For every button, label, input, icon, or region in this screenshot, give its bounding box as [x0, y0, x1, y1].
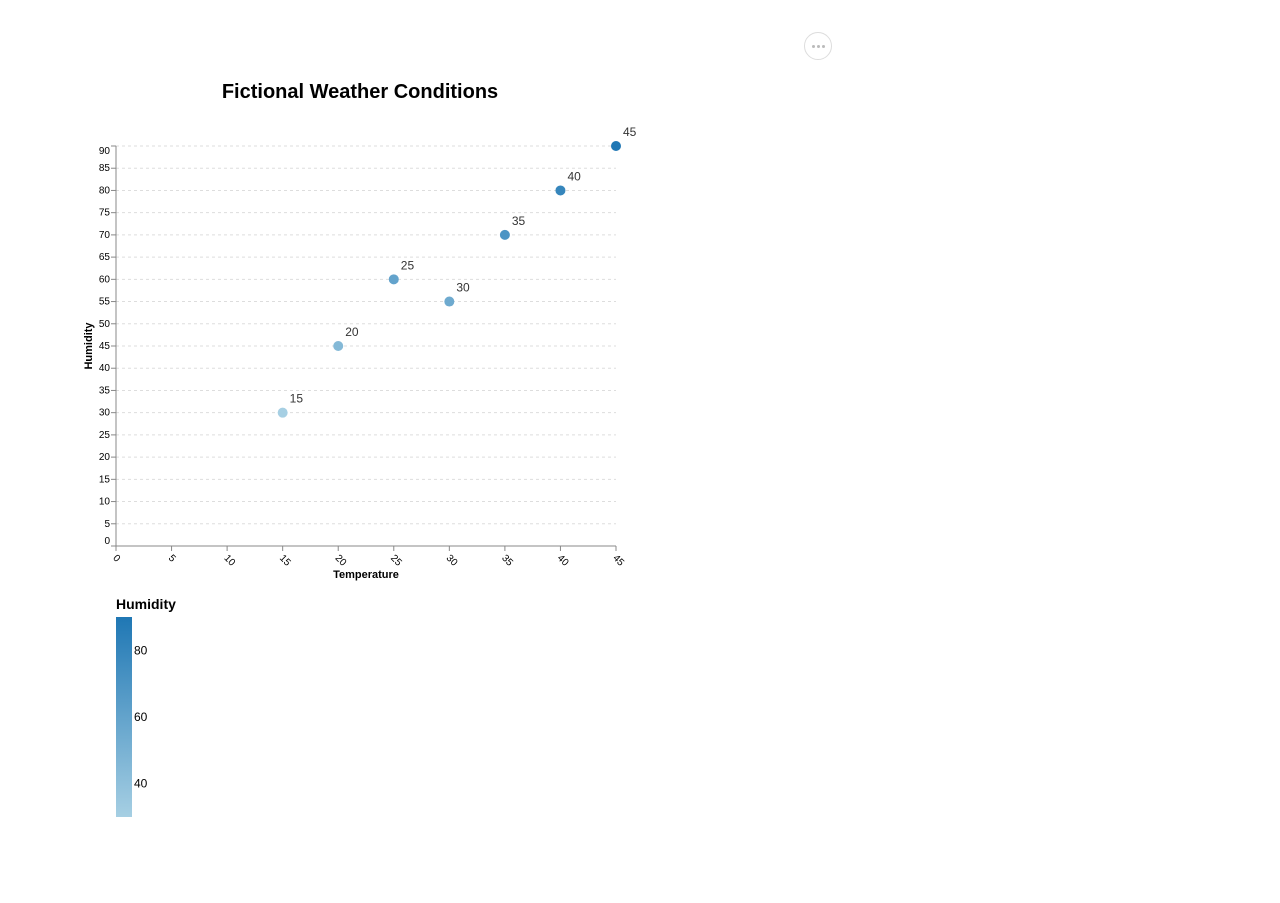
y-tick-label: 15 [99, 474, 111, 485]
x-tick-label: 40 [555, 553, 571, 569]
y-tick-label: 20 [99, 452, 111, 463]
y-tick-label: 10 [99, 497, 111, 508]
data-point [499, 229, 510, 240]
y-tick-label: 80 [99, 185, 111, 196]
y-axis-title: Humidity [83, 322, 95, 370]
legend-color-bar [116, 617, 132, 817]
data-point-label: 40 [567, 169, 581, 183]
axes: 0 5 10 15 20 25 30 35 40 45 50 55 60 65 70 75 80 85 90 0 5 10… [99, 145, 626, 569]
x-axis-title: Temperature [333, 569, 399, 581]
y-tick-label: 60 [99, 274, 111, 285]
x-tick-label: 25 [388, 553, 404, 569]
y-tick-label: 5 [104, 519, 110, 530]
y-tick-label: 0 [104, 536, 110, 547]
x-tick-label: 35 [499, 553, 515, 569]
y-tick-label: 40 [99, 363, 111, 374]
y-tick-label: 90 [99, 146, 111, 157]
x-tick-label: 0 [110, 553, 122, 565]
y-tick-label: 45 [99, 341, 111, 352]
x-tick-label: 15 [277, 553, 293, 569]
y-tick-label: 75 [99, 208, 111, 219]
data-point-label: 20 [345, 325, 359, 339]
legend-label: 40 [134, 777, 148, 791]
data-point-label: 30 [456, 281, 470, 295]
y-tick-label: 35 [99, 385, 111, 396]
y-tick-label: 65 [99, 252, 111, 263]
legend-title: Humidity [116, 596, 176, 612]
x-tick-label: 45 [610, 553, 626, 569]
more-horizontal-icon [811, 44, 815, 48]
y-tick-label: 85 [99, 163, 111, 174]
data-point [333, 341, 344, 351]
data-point-label: 35 [512, 214, 526, 228]
x-tick-label: 10 [221, 553, 237, 569]
data-point-label: 45 [623, 125, 637, 139]
data-point [277, 407, 288, 418]
data-point-label: 25 [401, 258, 415, 272]
y-tick-label: 25 [99, 430, 111, 441]
y-tick-label: 55 [99, 297, 111, 308]
data-point [388, 274, 399, 285]
data-point [555, 185, 566, 196]
x-tick-label: 5 [166, 553, 178, 565]
x-tick-label: 30 [444, 553, 460, 569]
legend-label: 60 [134, 710, 148, 724]
more-options-button[interactable] [804, 32, 832, 60]
data-point [444, 296, 455, 307]
data-point [611, 141, 621, 151]
x-tick-label: 20 [333, 553, 349, 569]
legend-label: 80 [134, 643, 148, 657]
legend-labels: 80 60 40 [134, 643, 148, 790]
y-tick-label: 30 [99, 408, 111, 419]
gridlines [116, 145, 616, 525]
chart-title: Fictional Weather Conditions [222, 81, 498, 103]
data-points: 15 20 25 30 35 40 45 [277, 125, 637, 418]
data-point-label: 15 [290, 392, 304, 406]
y-tick-label: 50 [99, 319, 111, 330]
y-tick-label: 70 [99, 230, 111, 241]
